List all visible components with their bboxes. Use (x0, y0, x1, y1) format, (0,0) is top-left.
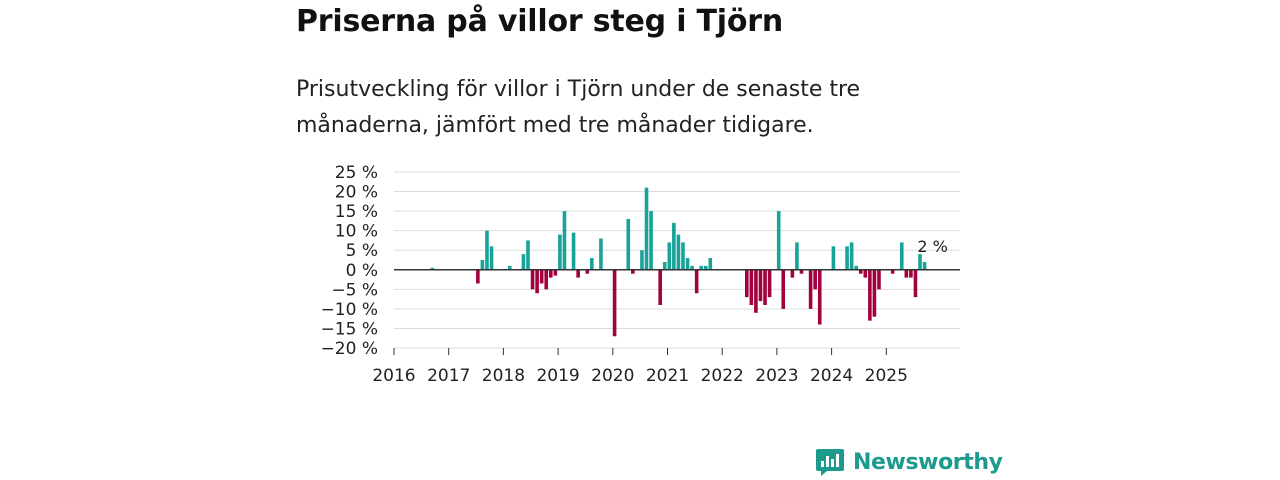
x-tick-label: 2017 (427, 366, 470, 386)
bar (767, 269, 772, 298)
x-tick-label: 2022 (701, 366, 744, 386)
bar (858, 269, 863, 274)
bar (485, 230, 489, 270)
bar (890, 269, 895, 274)
bar (535, 269, 539, 294)
bar (539, 269, 544, 284)
bar (626, 218, 631, 270)
bar (690, 265, 694, 270)
bar (749, 269, 754, 305)
bar (681, 242, 685, 270)
newsworthy-brand: Newsworthy (815, 447, 1003, 477)
bar (799, 269, 804, 274)
bar (507, 265, 512, 270)
y-tick-label: 10 % (335, 222, 378, 242)
x-tick-label: 2016 (372, 366, 415, 386)
y-tick-label: 5 % (346, 241, 378, 261)
bar (558, 234, 562, 270)
bar (530, 269, 535, 290)
bar (676, 234, 681, 270)
bar (640, 250, 644, 270)
bar (808, 269, 813, 309)
bar (430, 267, 435, 270)
x-tick-label: 2019 (536, 366, 579, 386)
bar (776, 211, 781, 270)
bar (694, 269, 699, 294)
y-tick-label: −5 % (331, 280, 378, 300)
bar (845, 246, 849, 270)
bar (904, 269, 909, 278)
bar (781, 269, 786, 309)
bar (708, 258, 713, 270)
x-tick-label: 2024 (810, 366, 853, 386)
bar (571, 232, 576, 270)
bar (758, 269, 763, 302)
bar (590, 258, 594, 270)
bar (521, 254, 526, 270)
brand-name: Newsworthy (853, 449, 1003, 475)
bar (553, 269, 558, 276)
bar (763, 269, 767, 305)
y-tick-label: 0 % (346, 261, 378, 281)
bar (872, 269, 877, 317)
bar (877, 269, 881, 290)
x-tick-label: 2020 (591, 366, 634, 386)
y-tick-label: 15 % (335, 202, 378, 222)
chart-title: Priserna på villor steg i Tjörn (296, 4, 784, 39)
y-tick-label: −15 % (321, 319, 378, 339)
bar (489, 246, 494, 270)
bar (909, 269, 913, 278)
bar (526, 240, 530, 270)
bar (854, 265, 858, 270)
bar (667, 242, 672, 270)
bar (544, 269, 549, 290)
bar (562, 211, 567, 270)
bar (899, 242, 904, 270)
bar (649, 211, 653, 270)
bar (612, 269, 617, 337)
bar (868, 269, 872, 321)
bar (585, 269, 590, 274)
y-tick-label: 25 % (335, 163, 378, 183)
bar (662, 261, 667, 270)
x-tick-label: 2025 (865, 366, 908, 386)
bar (548, 269, 553, 278)
bar-chart: 25 %20 %15 %10 %5 %0 %−5 %−10 %−15 %−20 … (321, 163, 960, 386)
bar (703, 265, 708, 270)
bar (699, 265, 704, 270)
bar (658, 269, 662, 305)
bar (599, 238, 603, 270)
chart-subtitle: Prisutveckling för villor i Tjörn under … (296, 77, 861, 138)
bar (480, 260, 485, 270)
bar (863, 269, 868, 278)
bar (795, 242, 799, 270)
bar (576, 269, 580, 278)
x-tick-label: 2018 (482, 366, 525, 386)
y-tick-label: −20 % (321, 339, 378, 359)
bar (817, 269, 822, 325)
bar (672, 222, 676, 270)
bar (849, 242, 854, 270)
newsworthy-logo-icon (816, 449, 844, 476)
bar (913, 269, 918, 298)
bar (922, 261, 927, 270)
bar (685, 258, 690, 270)
y-tick-label: 20 % (335, 183, 378, 203)
last-value-annotation: 2 % (917, 237, 947, 256)
bar (790, 269, 795, 278)
y-tick-label: −10 % (321, 300, 378, 320)
bar (754, 269, 758, 313)
bar (813, 269, 817, 290)
bar (631, 269, 635, 274)
bar (644, 187, 649, 270)
bar (476, 269, 480, 284)
x-tick-label: 2021 (646, 366, 689, 386)
x-tick-label: 2023 (755, 366, 798, 386)
bar (831, 246, 836, 270)
bar (744, 269, 749, 298)
bar (918, 254, 922, 270)
